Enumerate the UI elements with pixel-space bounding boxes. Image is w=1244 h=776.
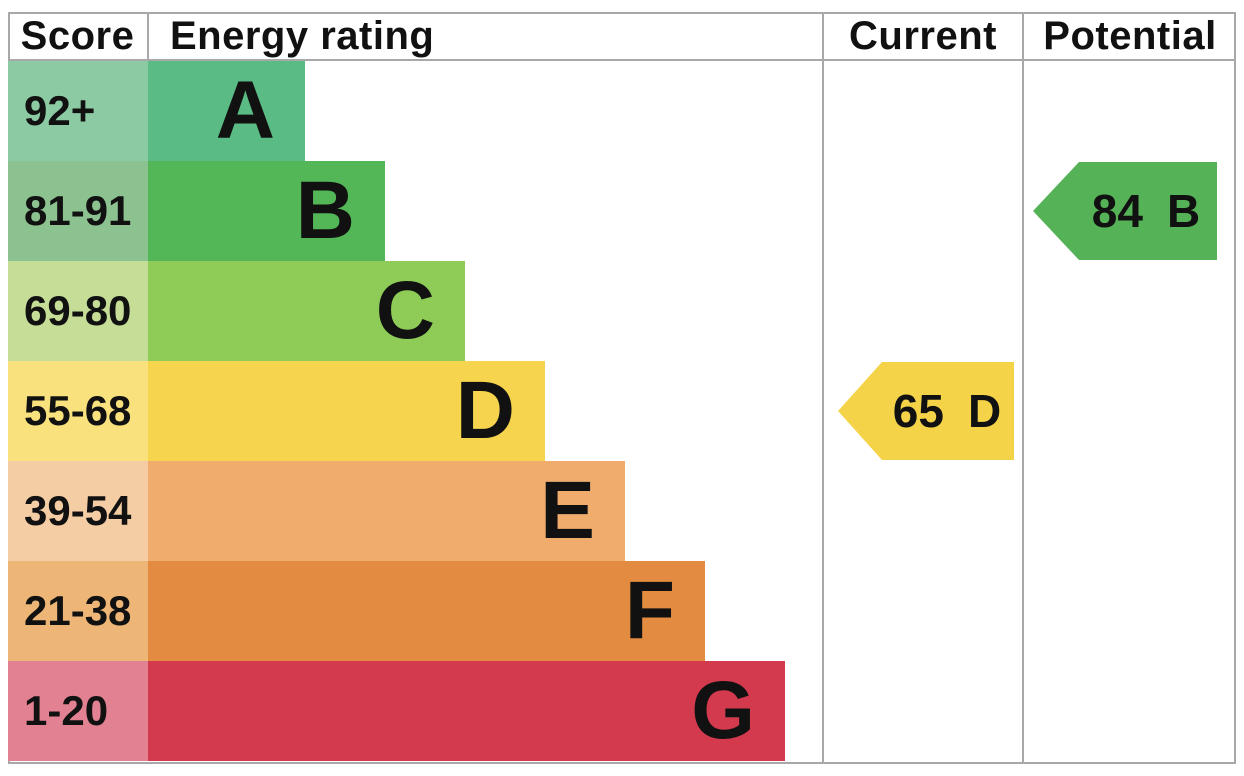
band-bar-a: A: [148, 61, 305, 161]
score-cell: 55-68: [8, 361, 148, 461]
score-cell: 39-54: [8, 461, 148, 561]
potential-rating-value: 84: [1091, 185, 1143, 237]
band-bar-e: E: [148, 461, 625, 561]
band-row-e: 39-54 E: [8, 461, 1234, 561]
band-row-d: 55-68 D: [8, 361, 1234, 461]
header-energy-rating: Energy rating: [170, 14, 435, 58]
band-bar-g: G: [148, 661, 785, 761]
score-cell: 21-38: [8, 561, 148, 661]
band-bar-c: C: [148, 261, 465, 361]
band-row-g: 1-20 G: [8, 661, 1234, 761]
score-cell: 92+: [8, 61, 148, 161]
score-column-divider: [147, 12, 149, 61]
band-row-c: 69-80 C: [8, 261, 1234, 361]
header-divider: [8, 59, 1236, 61]
current-rating-value: 65: [892, 385, 944, 437]
current-column-divider: [822, 12, 824, 764]
score-cell: 69-80: [8, 261, 148, 361]
band-bar-d: D: [148, 361, 545, 461]
band-bar-b: B: [148, 161, 385, 261]
potential-column-divider: [1022, 12, 1024, 764]
header-current: Current: [849, 14, 997, 58]
band-row-a: 92+ A: [8, 61, 1234, 161]
score-cell: 81-91: [8, 161, 148, 261]
score-cell: 1-20: [8, 661, 148, 761]
band-row-f: 21-38 F: [8, 561, 1234, 661]
header-potential: Potential: [1043, 14, 1217, 58]
band-rows: 92+ A 81-91 B 69-80 C 55-68 D 39-54 E 21…: [8, 61, 1234, 761]
band-row-b: 81-91 B: [8, 161, 1234, 261]
potential-rating-letter: B: [1166, 185, 1201, 237]
header-score: Score: [20, 14, 135, 58]
current-rating-letter: D: [967, 385, 1002, 437]
band-bar-f: F: [148, 561, 705, 661]
